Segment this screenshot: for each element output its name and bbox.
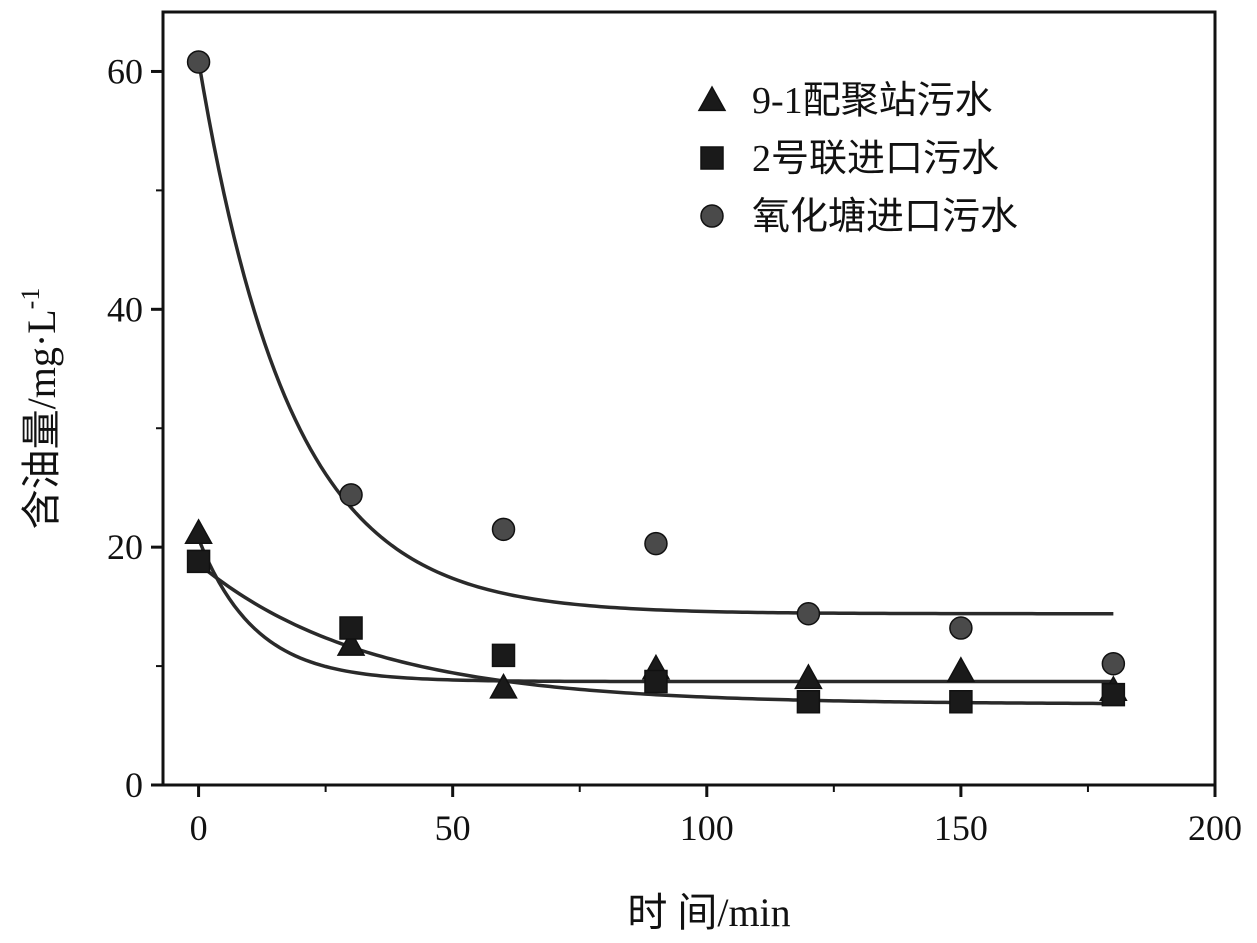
y-tick-label: 60 [107,51,143,91]
data-point-triangle [946,656,976,682]
legend-item-square: 2号联进口污水 [700,138,999,180]
ticks-layer: 0 50 100 150 200 0 20 40 60 [107,51,1242,848]
data-point-circle [339,483,363,507]
data-point-square [949,690,973,714]
data-point-circle [1101,652,1126,676]
y-axis-title-main: 含油量/mg·L [19,309,64,529]
fit-line-circle [196,60,1114,616]
x-axis-title: 时 间/min [627,890,790,935]
legend-label-circle: 氧化塘进口污水 [752,196,1018,238]
x-tick-label: 200 [1188,808,1242,848]
y-axis-title: 含油量/mg·L-1 [16,288,64,530]
data-point-triangle [489,672,518,699]
legend-item-triangle: 9-1配聚站污水 [697,80,993,122]
legend-item-circle: 氧化塘进口污水 [700,196,1018,238]
legend-label-triangle: 9-1配聚站污水 [752,80,993,122]
data-point-circle [644,531,668,556]
x-tick-label: 0 [190,808,208,848]
data-point-square [339,616,363,640]
legend-marker-circle [700,204,724,228]
data-point-square [491,643,516,668]
legend-marker-triangle [697,85,727,112]
data-point-square [644,669,668,694]
data-point-triangle [184,518,213,545]
legend: 9-1配聚站污水 2号联进口污水 氧化塘进口污水 [697,80,1018,238]
x-tick-label: 50 [435,808,471,848]
y-axis-title-superscript: -1 [16,288,45,310]
x-tick-label: 150 [934,808,988,848]
data-point-square [186,549,211,574]
data-point-square [1101,682,1126,707]
data-point-circle [491,517,516,541]
data-point-triangle [794,663,823,690]
data-point-square [796,690,821,714]
legend-label-square: 2号联进口污水 [752,138,999,180]
plot-frame [161,10,1217,787]
y-tick-label: 0 [125,765,143,805]
y-tick-label: 40 [107,289,143,329]
data-point-circle [949,616,973,640]
x-tick-label: 100 [680,808,734,848]
points-layer [184,50,1128,714]
legend-marker-square [700,146,724,170]
data-point-circle [186,50,211,74]
data-point-circle [796,602,821,626]
y-tick-label: 20 [107,527,143,567]
data-point-triangle [336,630,366,656]
